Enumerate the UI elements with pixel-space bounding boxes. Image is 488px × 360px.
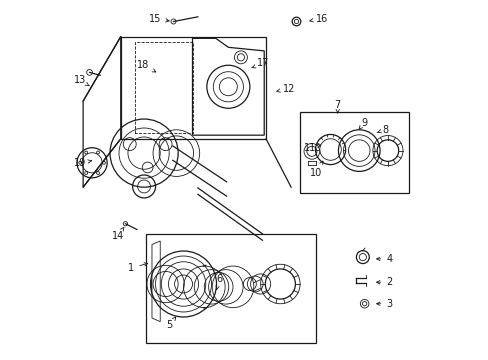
Text: 15: 15 bbox=[149, 14, 169, 24]
Text: 9: 9 bbox=[358, 118, 367, 130]
Text: 12: 12 bbox=[276, 84, 295, 94]
Text: 6: 6 bbox=[216, 274, 222, 289]
Text: 8: 8 bbox=[376, 125, 388, 135]
Text: 4: 4 bbox=[376, 254, 391, 264]
Text: 17: 17 bbox=[251, 58, 269, 68]
Bar bbox=[145, 234, 316, 343]
Bar bbox=[300, 112, 408, 193]
Text: 19: 19 bbox=[74, 158, 91, 168]
Text: 10: 10 bbox=[309, 161, 322, 178]
Text: 14: 14 bbox=[112, 228, 124, 240]
Text: 3: 3 bbox=[376, 299, 391, 309]
Text: 5: 5 bbox=[166, 317, 175, 330]
Text: 11: 11 bbox=[304, 143, 320, 153]
Text: 13: 13 bbox=[74, 75, 89, 86]
Bar bbox=[121, 37, 265, 139]
Text: 1: 1 bbox=[128, 263, 147, 273]
Text: 16: 16 bbox=[309, 14, 328, 24]
Text: 2: 2 bbox=[376, 277, 391, 287]
Text: 18: 18 bbox=[137, 60, 156, 72]
Text: 7: 7 bbox=[334, 100, 340, 113]
